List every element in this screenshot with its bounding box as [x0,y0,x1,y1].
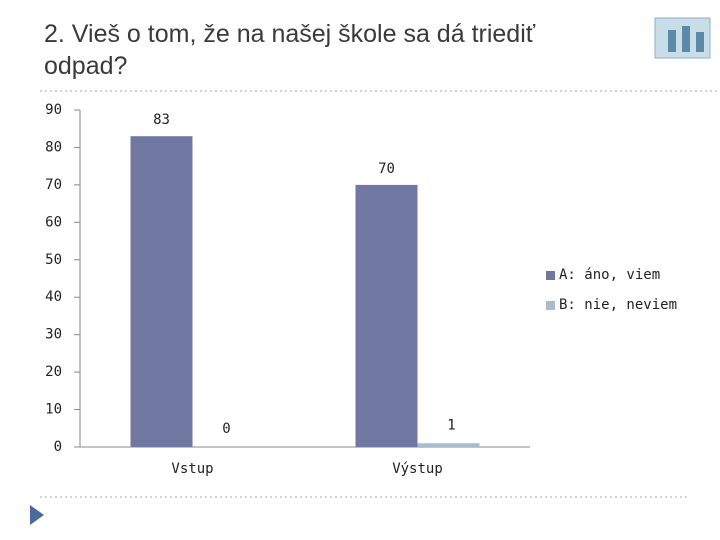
y-tick-label: 0 [54,439,62,455]
legend-swatch [546,271,555,280]
legend-label: B: nie, neviem [559,297,677,313]
data-label: 70 [378,161,395,177]
legend-label: A: áno, viem [559,267,660,283]
chart-title: 2. Vieš o tom, že na našej škole sa dá t… [44,20,536,80]
y-tick-label: 40 [45,289,62,305]
y-tick-label: 90 [45,102,62,118]
y-tick-label: 10 [45,402,62,418]
bar [355,184,418,447]
y-tick-label: 70 [45,177,62,193]
logo [654,17,711,59]
data-label: 1 [447,417,455,433]
y-tick-label: 20 [45,364,62,380]
x-tick-label: Vstup [171,461,213,477]
data-label: 83 [153,112,170,128]
bullet-icon [30,505,44,525]
bar [130,136,193,447]
x-tick-label: Výstup [392,461,443,477]
y-tick-label: 60 [45,214,62,230]
y-tick-label: 80 [45,139,62,155]
bar [417,443,480,447]
legend-swatch [546,301,555,310]
y-tick-label: 50 [45,252,62,268]
data-label: 0 [222,421,230,437]
y-tick-label: 30 [45,327,62,343]
